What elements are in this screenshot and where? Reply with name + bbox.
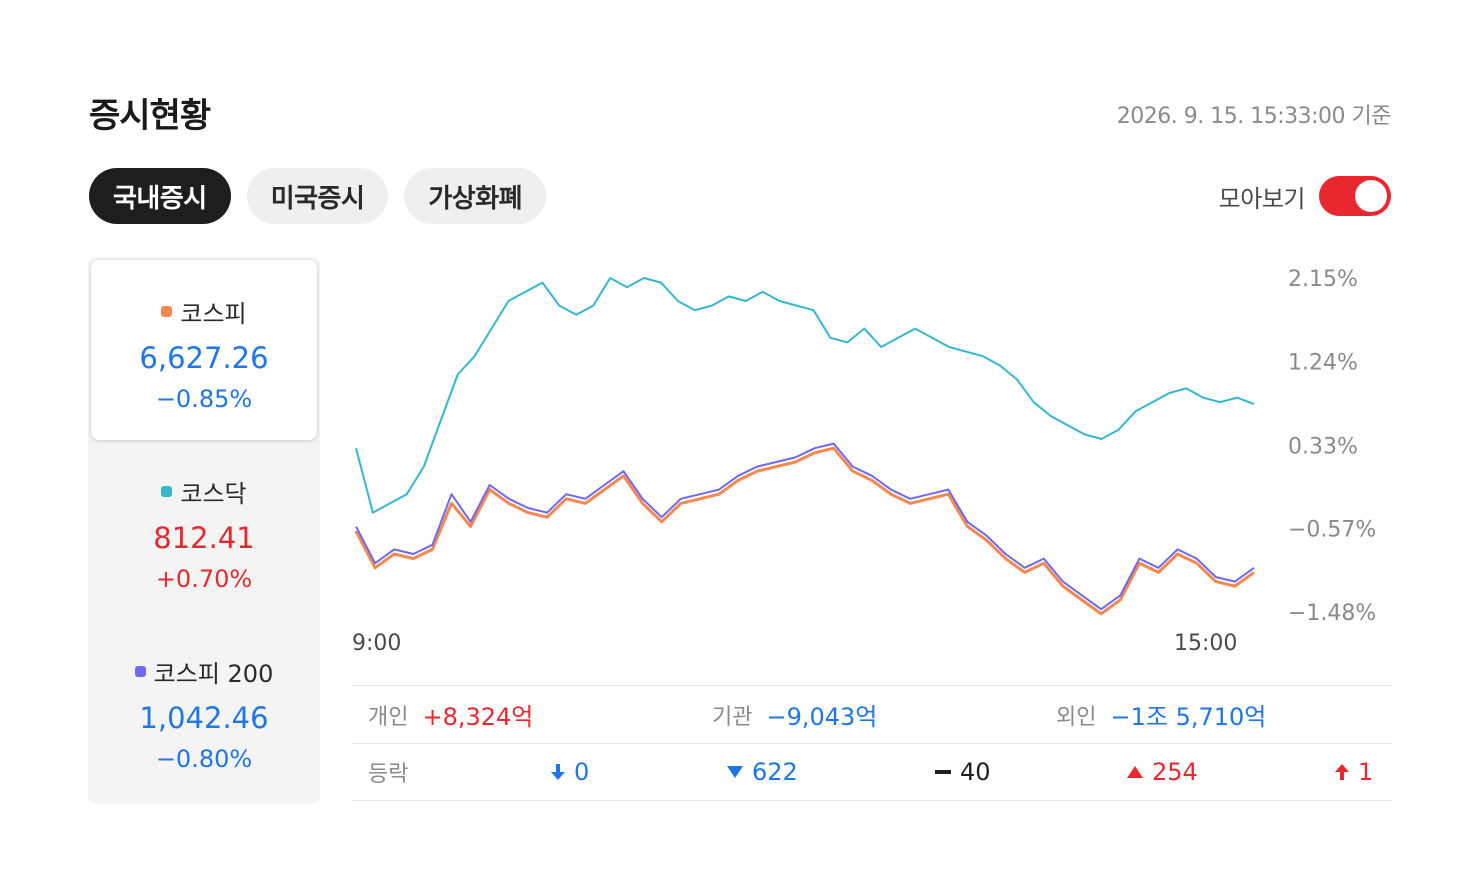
triangle-up-icon xyxy=(1127,766,1143,778)
investor-institution: 기관 −9,043억 xyxy=(712,697,877,732)
kospi-name: 코스피 xyxy=(180,300,247,328)
investor-foreign: 외인 −1조 5,710억 xyxy=(1056,697,1266,732)
overview-toggle-label: 모아보기 xyxy=(1218,184,1306,213)
breadth-lower-limit: 0 xyxy=(550,758,589,786)
breadth-unchanged: 40 xyxy=(934,758,991,786)
x-axis: 9:00 15:00 xyxy=(352,631,1237,656)
y-tick-label: −0.57% xyxy=(1288,517,1376,542)
page-title: 증시현황 xyxy=(89,96,211,136)
breadth-row: 등락 0 622 40 254 1 xyxy=(352,743,1392,801)
kosdaq-name: 코스닥 xyxy=(180,480,247,508)
series-line-kosdaq xyxy=(355,277,1255,514)
investor-value: −1조 5,710억 xyxy=(1110,703,1267,731)
toggle-knob xyxy=(1355,180,1387,212)
index-name: 코스닥 xyxy=(88,474,320,509)
investor-value: +8,324억 xyxy=(422,703,534,731)
timestamp: 2026. 9. 15. 15:33:00 기준 xyxy=(1116,104,1392,129)
y-tick-label: 0.33% xyxy=(1288,434,1358,459)
breadth-value: 1 xyxy=(1358,758,1374,786)
index-chart: 2.15% 1.24% 0.33% −0.57% −1.48% 9:00 15:… xyxy=(352,267,1376,656)
dash-icon xyxy=(935,770,951,774)
kospi200-name: 코스피 200 xyxy=(153,660,274,688)
kospi-color-dot xyxy=(161,306,173,317)
y-tick-label: 2.15% xyxy=(1288,267,1358,292)
kospi-value: 6,627.26 xyxy=(139,341,269,375)
kospi200-value: 1,042.46 xyxy=(139,701,269,735)
x-tick-label: 9:00 xyxy=(352,631,401,656)
tab-domestic[interactable]: 국내증시 xyxy=(89,168,231,224)
breadth-advance: 254 xyxy=(1126,758,1198,786)
breadth-upper-limit: 1 xyxy=(1334,758,1373,786)
investor-individual: 개인 +8,324억 xyxy=(368,697,533,732)
breadth-decline: 622 xyxy=(726,758,798,786)
y-tick-label: −1.48% xyxy=(1288,601,1376,626)
kosdaq-change: +0.70% xyxy=(155,565,253,593)
kosdaq-value: 812.41 xyxy=(153,521,255,555)
arrow-down-icon xyxy=(551,764,565,780)
chart-lines xyxy=(354,277,1255,616)
overview-toggle[interactable] xyxy=(1319,176,1391,216)
breadth-label: 등락 xyxy=(368,762,409,787)
breadth-value: 40 xyxy=(960,758,991,786)
tab-us[interactable]: 미국증시 xyxy=(246,168,389,224)
breadth-value: 0 xyxy=(574,758,590,786)
breadth-value: 622 xyxy=(752,758,798,786)
arrow-up-icon xyxy=(1335,764,1349,780)
index-list: 코스피 6,627.26 −0.85% 코스닥 812.41 +0.70% 코스… xyxy=(88,257,320,804)
series-line-kospi200 xyxy=(355,442,1255,611)
investor-label: 외인 xyxy=(1056,704,1097,730)
y-axis: 2.15% 1.24% 0.33% −0.57% −1.48% xyxy=(1288,267,1376,626)
triangle-down-icon xyxy=(727,766,743,778)
index-item-kospi[interactable]: 코스피 6,627.26 −0.85% xyxy=(91,260,317,440)
kospi-change: −0.85% xyxy=(155,385,253,413)
x-tick-label: 15:00 xyxy=(1174,631,1237,656)
kospi200-change: −0.80% xyxy=(155,745,253,773)
investor-label: 개인 xyxy=(368,704,409,730)
market-tabs: 국내증시 미국증시 가상화폐 xyxy=(89,168,547,224)
investor-value: −9,043억 xyxy=(766,703,878,731)
y-tick-label: 1.24% xyxy=(1288,351,1358,376)
index-name: 코스피 xyxy=(91,294,317,329)
overview-toggle-group: 모아보기 xyxy=(1219,176,1391,216)
investor-row: 개인 +8,324억 기관 −9,043억 외인 −1조 5,710억 xyxy=(352,685,1392,743)
kosdaq-color-dot xyxy=(161,486,173,497)
series-line-kospi xyxy=(354,446,1255,616)
tab-crypto[interactable]: 가상화폐 xyxy=(404,168,547,224)
index-name: 코스피 200 xyxy=(88,654,320,689)
index-item-kosdaq[interactable]: 코스닥 812.41 +0.70% xyxy=(88,474,320,593)
breadth-value: 254 xyxy=(1152,758,1198,786)
index-item-kospi200[interactable]: 코스피 200 1,042.46 −0.80% xyxy=(88,654,320,773)
kospi200-color-dot xyxy=(134,666,146,677)
investor-label: 기관 xyxy=(712,704,753,730)
